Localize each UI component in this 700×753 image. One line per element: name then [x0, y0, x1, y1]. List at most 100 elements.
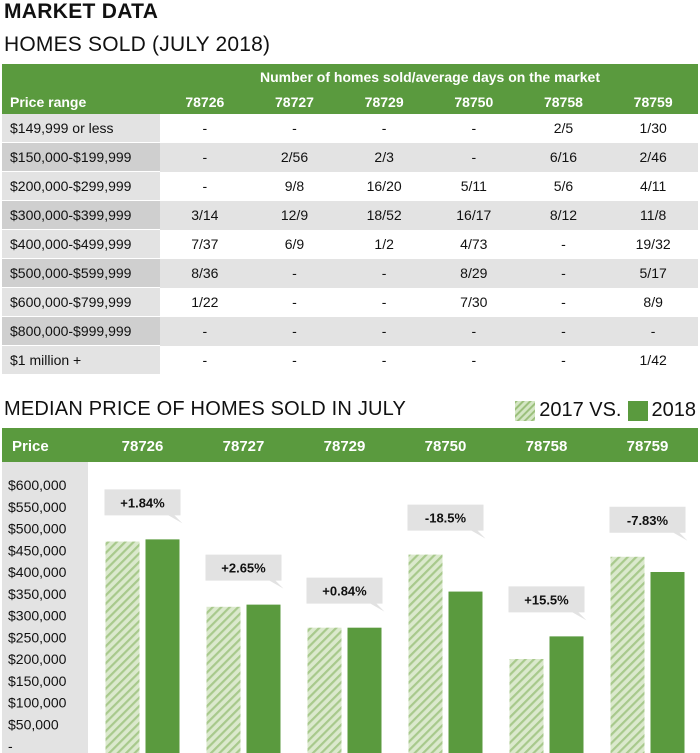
table-cell: -: [160, 142, 250, 172]
y-tick-label: $50,000: [8, 716, 59, 732]
table-cell: 16/20: [366, 178, 402, 194]
price-range-cell: $150,000-$199,999: [2, 142, 160, 172]
table-cell: -: [339, 316, 429, 346]
zip-header-78726: 78726: [160, 90, 250, 114]
zip-header-78727: 78727: [249, 90, 340, 114]
table-cell: 6/9: [284, 236, 305, 252]
table-cell: 16/17: [428, 200, 519, 230]
bar-2018-78726: [145, 539, 180, 753]
table-cell: 5/11: [460, 178, 487, 194]
bar-2017-78726: [105, 541, 140, 753]
table-cell: 5/6: [553, 178, 574, 194]
table-cell: -: [561, 294, 566, 310]
table-cell: 19/32: [635, 236, 671, 252]
table-cell: 4/73: [460, 236, 488, 252]
table-super-header: Number of homes sold/average days on the…: [2, 64, 698, 90]
table-cell: 8/36: [160, 258, 250, 288]
zip-header-78759: 78759: [627, 438, 669, 455]
change-callout: [306, 577, 385, 612]
table-cell: 2/56: [249, 142, 340, 172]
zip-header-78758: 78758: [518, 90, 609, 114]
table-cell: 8/12: [518, 200, 609, 230]
change-label-78726: +1.84%: [120, 495, 165, 510]
homes-sold-title: HOMES SOLD (JULY 2018): [4, 33, 271, 56]
table-cell: -: [471, 352, 477, 368]
y-tick-label: $600,000: [8, 477, 67, 493]
price-range-cell: $600,000-$799,999: [2, 287, 160, 317]
page-title: MARKET DATA: [4, 0, 159, 23]
zip-header-78750: 78750: [425, 438, 467, 455]
table-header-row: Price range 78726 78727 78729 78750 78758 787…: [2, 90, 698, 114]
bar-2017-78729: [307, 627, 342, 753]
table-cell: -: [249, 258, 340, 288]
y-tick-label: $500,000: [8, 521, 67, 537]
y-axis-panel: [2, 462, 88, 753]
legend-label-2018: 2018: [651, 399, 697, 421]
table-cell: 12/9: [249, 200, 340, 230]
table-cell: -: [292, 294, 297, 310]
table-cell: 1/2: [374, 236, 394, 252]
bar-2017-78750: [408, 554, 443, 753]
table-cell: -: [339, 258, 429, 288]
bar-2018-78758: [549, 636, 584, 753]
table-cell: 2/3: [339, 142, 429, 172]
table-cell: 5/17: [608, 258, 698, 288]
change-callout: [407, 504, 486, 539]
change-callout: [104, 489, 183, 524]
y-tick-label: $100,000: [8, 695, 67, 711]
table-cell: 18/52: [339, 200, 429, 230]
table-cell: 1/42: [639, 352, 667, 368]
price-header: Price: [12, 438, 49, 455]
table-cell: -: [471, 120, 477, 137]
table-row: $800,000-$999,999- - - - - -: [2, 316, 698, 346]
table-cell: -: [381, 352, 387, 368]
price-range-header: Price range: [2, 90, 160, 114]
legend-swatch-2017: [515, 400, 536, 421]
bar-2017-78758: [509, 659, 544, 753]
y-tick-label: $150,000: [8, 673, 67, 689]
table-cell: -: [202, 120, 208, 137]
table-cell: -: [381, 120, 387, 137]
table-cell: 11/8: [608, 200, 698, 230]
table-cell: 8/9: [643, 294, 663, 310]
price-range-cell: $1 million +: [2, 345, 160, 375]
bar-2018-78729: [347, 627, 382, 753]
y-tick-label: $550,000: [8, 499, 67, 515]
table-cell: -: [428, 142, 519, 172]
table-cell: -: [202, 178, 208, 194]
table-cell: 8/29: [428, 258, 519, 288]
table-cell: -: [561, 236, 566, 252]
table-cell: -: [160, 316, 250, 346]
table-cell: 9/8: [284, 178, 305, 194]
table-cell: -: [292, 120, 297, 137]
table-cell: -: [518, 258, 609, 288]
change-callout: [508, 586, 587, 621]
table-cell: 6/16: [518, 142, 609, 172]
y-tick-label: $350,000: [8, 586, 67, 602]
table-row: $1 million + - - - - - 1/42: [2, 345, 698, 375]
homes-sold-table: Number of homes sold/average days on the…: [2, 64, 698, 375]
zip-header-78750: 78750: [428, 90, 519, 114]
change-label-78759: -7.83%: [627, 513, 669, 528]
y-tick-label: $400,000: [8, 564, 67, 580]
change-label-78729: +0.84%: [322, 584, 367, 599]
table-cell: -: [608, 316, 698, 346]
legend-swatch-2018: [627, 400, 648, 421]
price-range-cell: $800,000-$999,999: [2, 316, 160, 346]
table-cell: -: [202, 352, 208, 368]
table-cell: -: [518, 316, 609, 346]
zip-header-78729: 78729: [339, 90, 429, 114]
y-tick-label: $300,000: [8, 608, 67, 624]
y-tick-label: $450,000: [8, 542, 67, 558]
change-label-78727: +2.65%: [221, 561, 266, 576]
price-range-cell: $400,000-$499,999: [2, 229, 160, 259]
zip-header-78729: 78729: [324, 438, 366, 455]
table-cell: -: [292, 352, 297, 368]
table-cell: 1/22: [191, 294, 219, 310]
bar-2018-78759: [650, 572, 685, 753]
table-cell: 7/37: [191, 236, 219, 252]
table-cell: 1/30: [639, 120, 667, 137]
zip-header-78758: 78758: [526, 438, 568, 455]
bar-2017-78727: [206, 606, 241, 753]
table-cell: -: [561, 352, 566, 368]
